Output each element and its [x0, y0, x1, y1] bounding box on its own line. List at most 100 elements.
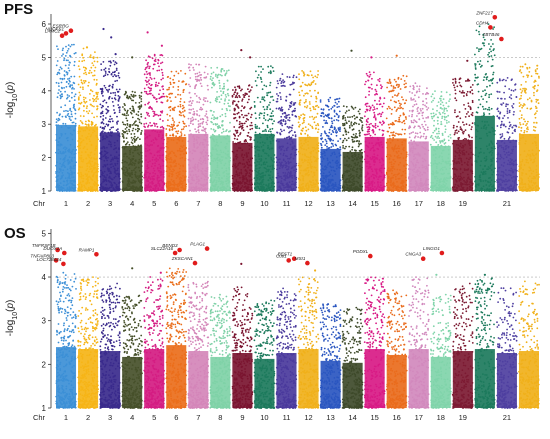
snp-point [125, 117, 128, 120]
snp-point [71, 91, 73, 94]
snp-point [114, 70, 116, 73]
snp-point [332, 139, 334, 142]
snp-point [111, 86, 114, 89]
snp-point [161, 71, 164, 74]
snp-point [189, 100, 192, 102]
snp-point [162, 92, 165, 95]
chromosome-density-band [320, 148, 341, 191]
snp-point [112, 92, 115, 94]
snp-point [67, 82, 70, 85]
snp-point [134, 124, 137, 127]
chromosome-2-points [77, 47, 99, 192]
snp-point [78, 60, 81, 63]
snp-point [57, 48, 59, 50]
snp-point [260, 78, 263, 80]
snp-point [156, 84, 159, 87]
snp-point [333, 104, 336, 107]
snp-point [170, 70, 173, 73]
snp-point [325, 140, 328, 143]
snp-point [199, 98, 202, 101]
snp-point [367, 128, 370, 131]
snp-point [333, 126, 336, 129]
snp-point [261, 88, 264, 91]
snp-point [336, 106, 339, 108]
snp-point [206, 123, 209, 126]
snp-point [138, 94, 141, 97]
snp-point [303, 101, 306, 104]
snp-point [55, 64, 58, 67]
snp-point [115, 67, 118, 70]
snp-point [78, 102, 80, 105]
snp-point [96, 105, 99, 108]
snp-point [294, 134, 297, 137]
snp-point [129, 107, 132, 110]
snp-point [211, 82, 214, 85]
snp-point [288, 93, 291, 96]
snp-point [155, 81, 158, 84]
snp-point [279, 77, 282, 80]
snp-point [91, 105, 94, 107]
snp-point [201, 108, 204, 111]
snp-point [298, 78, 301, 81]
snp-point [334, 101, 337, 104]
snp-point [203, 97, 206, 99]
snp-point [335, 134, 338, 137]
snp-point [218, 95, 221, 98]
snp-point [219, 87, 221, 90]
snp-point [145, 81, 148, 83]
snp-point [269, 130, 272, 133]
snp-point [332, 145, 335, 147]
snp-point [337, 127, 340, 130]
snp-point [324, 144, 327, 147]
snp-point [160, 68, 163, 71]
snp-point [352, 133, 355, 136]
pfs-panel: PFS-log10(p)123456LAMC2NUCKS1ESRRGZNF217… [4, 1, 540, 208]
snp-point [378, 103, 381, 106]
snp-point [122, 134, 125, 136]
snp-point [83, 59, 86, 62]
snp-point [234, 129, 237, 132]
snp-point [159, 96, 162, 99]
snp-point [60, 67, 63, 70]
snp-point [112, 75, 114, 78]
snp-point [285, 116, 287, 118]
snp-point [300, 114, 302, 117]
snp-point [177, 130, 180, 133]
snp-point [179, 100, 182, 103]
snp-point [268, 118, 271, 120]
snp-point [271, 127, 274, 130]
snp-point [224, 73, 227, 75]
snp-point [137, 110, 140, 113]
snp-point [358, 129, 361, 132]
snp-point [317, 128, 320, 131]
snp-point [288, 104, 291, 107]
snp-point [111, 118, 113, 120]
snp-point [251, 124, 253, 127]
snp-point [95, 93, 98, 95]
snp-point [266, 106, 269, 109]
snp-point [65, 80, 68, 83]
snp-point [133, 140, 136, 143]
snp-point [279, 132, 281, 135]
snp-point [182, 114, 185, 117]
snp-point [192, 108, 195, 110]
snp-point [361, 126, 364, 128]
snp-point [219, 85, 221, 87]
snp-point [355, 149, 357, 152]
snp-point [91, 62, 94, 64]
snp-point [148, 115, 151, 117]
snp-point [138, 105, 141, 108]
snp-point [244, 92, 247, 95]
snp-point [378, 128, 381, 131]
snp-point [343, 127, 346, 130]
snp-point [292, 82, 294, 85]
snp-point [333, 109, 336, 112]
snp-point [148, 72, 151, 75]
snp-point [303, 119, 305, 122]
y-tick-label: 3 [42, 120, 47, 129]
snp-point [266, 124, 269, 127]
snp-point [94, 66, 97, 69]
snp-point [266, 94, 269, 97]
snp-point [60, 86, 63, 89]
snp-point [105, 112, 108, 115]
